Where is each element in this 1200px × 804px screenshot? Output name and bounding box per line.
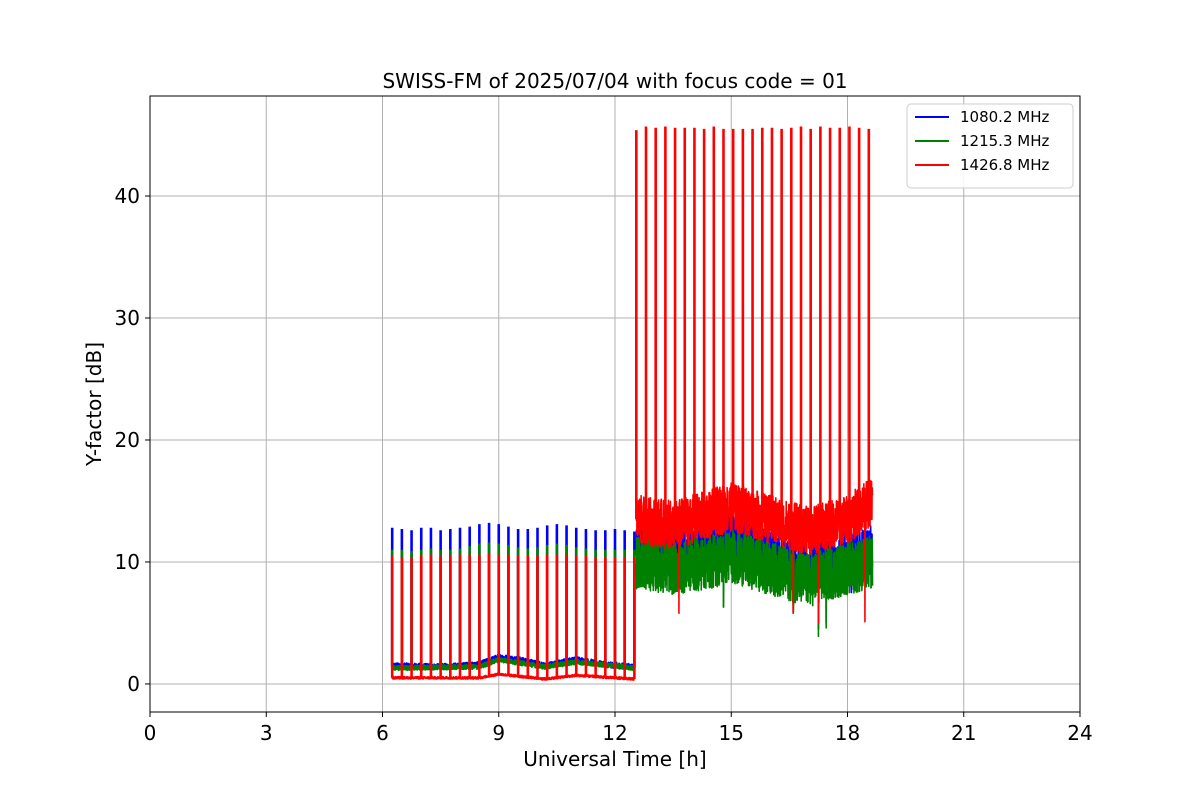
y-tick-label: 0 [127, 672, 140, 696]
y-axis-label: Y-factor [dB] [82, 342, 106, 467]
x-tick-label: 15 [719, 721, 744, 745]
series-3 [390, 126, 874, 681]
y-tick-label: 10 [115, 550, 140, 574]
x-tick-label: 6 [376, 721, 389, 745]
legend: 1080.2 MHz 1215.3 MHz 1426.8 MHz [906, 103, 1074, 189]
x-tick-label: 3 [260, 721, 273, 745]
y-tick-label: 30 [115, 306, 140, 330]
series-line [391, 672, 635, 681]
x-tick-label: 18 [835, 721, 860, 745]
series-line [635, 529, 874, 638]
x-tick-label: 9 [492, 721, 505, 745]
y-tick-label: 40 [115, 184, 140, 208]
y-axis: 0 10 20 30 40 [115, 184, 150, 696]
series-line [391, 656, 636, 672]
plot-area [390, 126, 874, 681]
x-axis: 0 3 6 9 12 15 18 21 24 [144, 712, 1093, 745]
chart-title: SWISS-FM of 2025/07/04 with focus code =… [382, 69, 847, 93]
legend-box [906, 103, 1074, 189]
legend-label: 1080.2 MHz [960, 108, 1049, 126]
x-tick-label: 21 [951, 721, 976, 745]
x-tick-label: 0 [144, 721, 157, 745]
series-group [390, 126, 874, 681]
legend-label: 1215.3 MHz [960, 132, 1049, 150]
x-axis-label: Universal Time [h] [523, 747, 706, 771]
y-tick-label: 20 [115, 428, 140, 452]
x-tick-label: 24 [1067, 721, 1092, 745]
legend-label: 1426.8 MHz [960, 156, 1049, 174]
x-tick-label: 12 [602, 721, 627, 745]
